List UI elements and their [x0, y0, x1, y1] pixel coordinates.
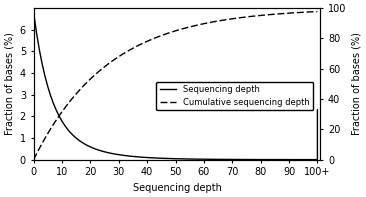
X-axis label: Sequencing depth: Sequencing depth — [132, 183, 221, 193]
Sequencing depth — [180, 158, 185, 160]
Sequencing depth — [267, 158, 271, 161]
Line: Sequencing depth: Sequencing depth — [34, 12, 317, 160]
Cumulative sequencing depth — [291, 12, 295, 14]
Y-axis label: Fraction of bases (%): Fraction of bases (%) — [4, 33, 14, 135]
Sequencing depth — [203, 158, 208, 160]
Sequencing depth — [172, 157, 176, 160]
Sequencing depth — [310, 158, 314, 161]
Line: Cumulative sequencing depth: Cumulative sequencing depth — [34, 12, 317, 160]
Legend: Sequencing depth, Cumulative sequencing depth: Sequencing depth, Cumulative sequencing … — [157, 82, 313, 111]
Cumulative sequencing depth — [57, 115, 61, 117]
Cumulative sequencing depth — [135, 45, 139, 47]
Sequencing depth — [315, 158, 320, 161]
Cumulative sequencing depth — [185, 26, 189, 29]
Sequencing depth — [315, 109, 320, 111]
Cumulative sequencing depth — [31, 158, 36, 161]
Sequencing depth — [104, 151, 108, 153]
Cumulative sequencing depth — [33, 156, 37, 158]
Cumulative sequencing depth — [151, 38, 155, 40]
Sequencing depth — [31, 11, 36, 14]
Cumulative sequencing depth — [315, 10, 320, 13]
Y-axis label: Fraction of bases (%): Fraction of bases (%) — [352, 33, 362, 135]
